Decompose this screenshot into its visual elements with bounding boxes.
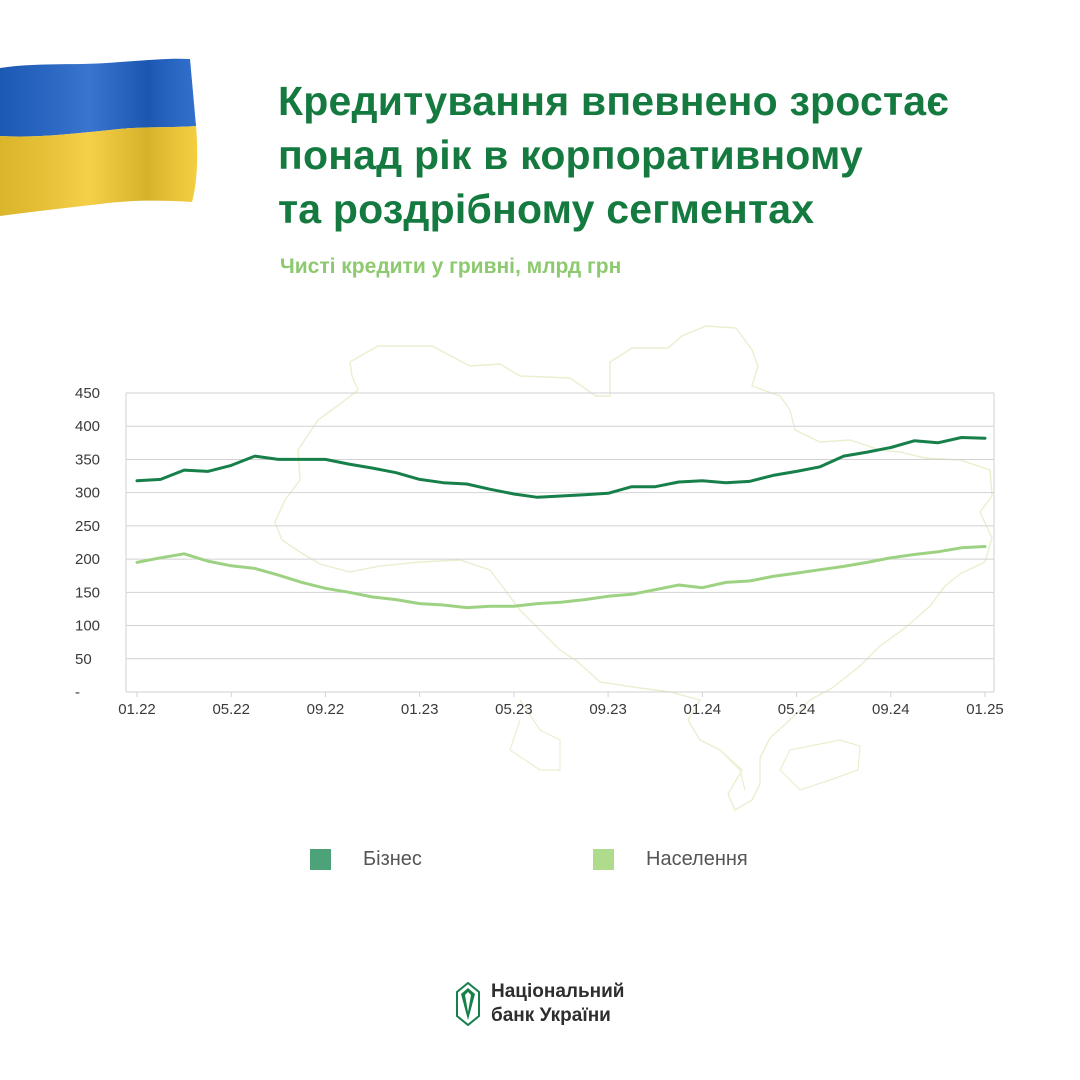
series-line-business <box>135 436 987 499</box>
title-line-1: Кредитування впевнено зростає <box>278 78 950 124</box>
x-tick-label: 09.23 <box>589 701 627 718</box>
chart-grid <box>125 392 995 693</box>
chart-subtitle: Чисті кредити у гривні, млрд грн <box>280 255 622 278</box>
x-tick-label: 05.22 <box>212 701 250 718</box>
x-tick-label: 09.24 <box>872 701 910 718</box>
ukraine-flag-image <box>0 58 198 217</box>
chart-series <box>135 436 987 610</box>
x-tick-label: 09.22 <box>307 701 345 718</box>
y-tick-label: 300 <box>75 485 100 502</box>
ukraine-map-outline <box>274 325 993 812</box>
y-tick-label: 150 <box>75 584 100 601</box>
x-tick-label: 01.24 <box>684 701 722 718</box>
y-axis-ticks: - 50 100 150 200 250 300 350 400 450 <box>75 385 100 701</box>
y-tick-label: 250 <box>75 518 100 535</box>
x-axis-ticks: 01.22 05.22 09.22 01.23 05.23 09.23 01.24 05.24… <box>118 692 1004 718</box>
line-chart: - 50 100 150 200 250 300 350 400 450 01.22 05.22 09… <box>75 325 1004 812</box>
page-title: Кредитування впевнено зростає понад рік … <box>278 74 1058 236</box>
logo-line-1: Національний <box>491 981 625 1002</box>
y-tick-label: 200 <box>75 551 100 568</box>
legend-item-business: Бізнес <box>310 848 422 871</box>
x-tick-label: 01.22 <box>118 701 156 718</box>
nbu-logo-icon <box>456 982 480 1026</box>
x-tick-label: 05.23 <box>495 701 533 718</box>
legend-swatch-business <box>310 849 331 870</box>
nbu-logo-text: Національний банк України <box>491 980 624 1028</box>
legend-label-population: Населення <box>646 848 748 870</box>
y-tick-label: 400 <box>75 418 100 435</box>
y-tick-label: 350 <box>75 451 100 468</box>
series-line-population <box>135 545 987 610</box>
y-tick-label: 450 <box>75 385 100 402</box>
y-tick-label: 100 <box>75 618 100 635</box>
x-tick-label: 05.24 <box>778 701 816 718</box>
title-line-3: та роздрібному сегментах <box>278 186 815 232</box>
y-tick-label: - <box>75 684 80 701</box>
legend-swatch-population <box>593 849 614 870</box>
logo-line-2: банк України <box>491 1005 611 1026</box>
x-tick-label: 01.25 <box>966 701 1004 718</box>
map-coast-detail <box>509 699 861 791</box>
y-tick-label: 50 <box>75 651 92 668</box>
legend-item-population: Населення <box>593 848 748 871</box>
title-line-2: понад рік в корпоративному <box>278 132 864 178</box>
flag-shading <box>0 58 198 217</box>
x-tick-label: 01.23 <box>401 701 439 718</box>
legend-label-business: Бізнес <box>363 848 422 870</box>
